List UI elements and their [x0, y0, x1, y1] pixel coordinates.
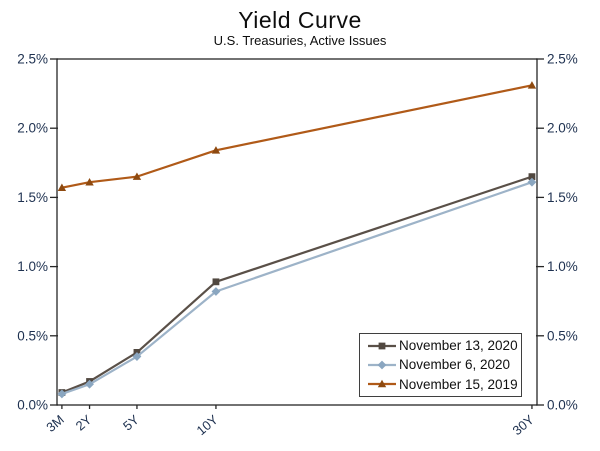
legend: November 13, 2020 November 6, 2020 Novem…	[359, 333, 522, 397]
data-point-marker-triangle	[527, 81, 537, 89]
y-axis-label-left: 1.0%	[17, 259, 48, 274]
y-axis-label-right: 2.5%	[547, 52, 578, 67]
data-point-marker-diamond	[57, 389, 67, 399]
y-axis-label-left: 2.5%	[17, 52, 48, 67]
data-point-marker-triangle	[85, 177, 94, 186]
y-axis-label-right: 1.5%	[547, 190, 578, 205]
series-triangle-marker-icon	[368, 380, 396, 388]
legend-label: November 13, 2020	[399, 338, 518, 354]
x-axis-label: 5Y	[120, 412, 142, 434]
data-point-marker-triangle	[132, 172, 142, 180]
data-point-marker-triangle	[57, 183, 67, 191]
y-axis-label-left: 0.5%	[17, 328, 48, 343]
data-point-marker-diamond	[527, 177, 537, 187]
series-square-marker-icon	[368, 342, 396, 350]
series-line	[61, 84, 533, 189]
legend-item: November 15, 2019	[366, 375, 518, 394]
y-axis-label-right: 0.0%	[547, 398, 578, 413]
y-axis-label-left: 2.0%	[17, 121, 48, 136]
chart-title: Yield Curve	[238, 7, 362, 33]
legend-label: November 6, 2020	[399, 357, 511, 373]
y-axis-label-right: 0.5%	[547, 328, 578, 343]
data-point-marker-diamond	[85, 379, 94, 389]
legend-item: November 6, 2020	[366, 355, 517, 374]
data-point-marker-square	[528, 173, 536, 181]
series-diamond-marker-icon	[368, 360, 396, 370]
y-axis-label-right: 2.0%	[547, 121, 578, 136]
data-point-marker-square	[212, 278, 220, 286]
legend-label: November 15, 2019	[399, 376, 518, 392]
data-point-marker-triangle	[211, 146, 221, 154]
x-axis-label: 2Y	[73, 412, 95, 434]
y-axis-label-left: 1.5%	[17, 190, 48, 205]
x-axis-label: 30Y	[510, 412, 538, 439]
x-axis-label: 10Y	[194, 412, 222, 439]
y-axis-label-left: 0.0%	[17, 398, 48, 413]
x-axis-label: 3M	[43, 412, 66, 435]
data-point-marker-diamond	[132, 352, 142, 361]
y-axis-label-right: 1.0%	[547, 259, 578, 274]
legend-item: November 13, 2020	[366, 336, 518, 355]
plot-frame	[56, 58, 538, 406]
chart-subtitle: U.S. Treasuries, Active Issues	[213, 33, 387, 48]
data-point-marker-diamond	[211, 287, 221, 296]
